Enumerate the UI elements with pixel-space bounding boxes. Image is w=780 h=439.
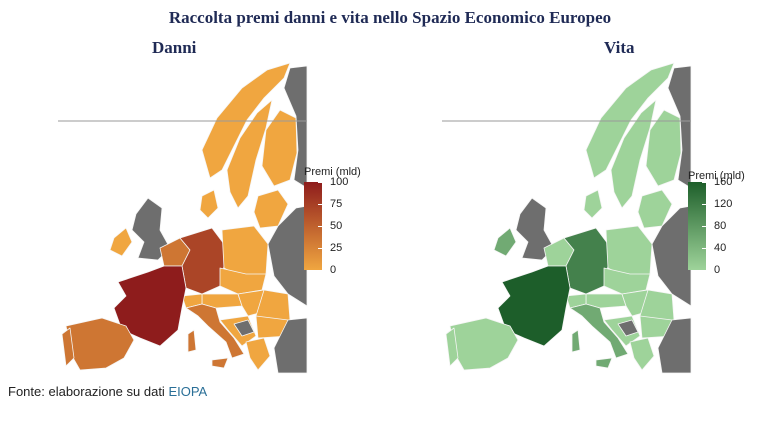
source-note: Fonte: elaborazione su dati EIOPA [8, 384, 207, 399]
danni-map [58, 62, 308, 374]
danni-country-sweden [226, 99, 273, 209]
danni-legend-tick-mark [318, 270, 322, 271]
danni-map-title: Danni [152, 38, 197, 57]
danni-legend-tick-mark [318, 182, 322, 183]
danni-legend-title: Premi (mld) [304, 166, 361, 178]
danni-legend-tick-mark [318, 204, 322, 205]
vita-legend-tick-label: 40 [714, 242, 727, 254]
chart-title: Raccolta premi danni e vita nello Spazio… [168, 8, 612, 27]
source-link-eiopa[interactable]: EIOPA [168, 384, 208, 399]
danni-legend-tick-mark [318, 226, 322, 227]
danni-country-portugal [61, 327, 75, 367]
vita-country-denmark [583, 189, 603, 219]
vita-country-sicily [595, 357, 613, 369]
vita-legend-tick-mark [702, 270, 706, 271]
vita-legend-tick-mark [702, 226, 706, 227]
vita-legend-tick-mark [702, 248, 706, 249]
vita-country-russia-north [667, 65, 692, 189]
danni-country-sardinia [187, 329, 197, 353]
vita-country-portugal [445, 327, 459, 367]
danni-map-panel: Premi (mld) 100 75 50 25 0 [52, 58, 392, 374]
vita-legend-tick-mark [702, 204, 706, 205]
vita-country-sweden [610, 99, 657, 209]
danni-legend-tick-mark [318, 248, 322, 249]
danni-country-denmark [199, 189, 219, 219]
vita-map-title: Vita [604, 38, 635, 57]
danni-country-russia-north [283, 65, 308, 189]
vita-country-finland [645, 109, 682, 187]
danni-country-italy [185, 303, 245, 359]
danni-legend-colorbar [304, 182, 322, 270]
vita-country-turkey-nd [657, 317, 692, 374]
vita-country-germany [563, 227, 609, 295]
source-prefix: Fonte: elaborazione su dati [8, 384, 169, 399]
vita-map [442, 62, 692, 374]
danni-country-germany [179, 227, 225, 295]
danni-country-balkans-nd [233, 319, 255, 337]
vita-legend-tick-label: 160 [714, 176, 733, 188]
danni-legend-tick-label: 50 [330, 220, 343, 232]
vita-country-france [497, 265, 571, 347]
vita-legend-tick-label: 80 [714, 220, 727, 232]
danni-country-turkey-nd [273, 317, 308, 374]
vita-country-ireland [493, 227, 517, 257]
danni-country-finland [261, 109, 298, 187]
vita-country-sardinia [571, 329, 581, 353]
vita-legend-tick-mark [702, 182, 706, 183]
vita-map-panel: Premi (mld) 160 120 80 40 0 [436, 58, 776, 374]
danni-country-iberia [65, 317, 135, 371]
vita-country-balkans-nd [617, 319, 639, 337]
danni-legend-tick-label: 100 [330, 176, 349, 188]
vita-country-iberia [449, 317, 519, 371]
vita-legend-title: Premi (mld) [688, 170, 745, 182]
vita-legend-colorbar [688, 182, 706, 270]
danni-country-sicily [211, 357, 229, 369]
danni-legend-tick-label: 25 [330, 242, 343, 254]
vita-country-greece [629, 337, 655, 371]
danni-country-greece [245, 337, 271, 371]
danni-country-ireland [109, 227, 133, 257]
vita-legend-tick-label: 0 [714, 264, 721, 276]
vita-legend-tick-label: 120 [714, 198, 733, 210]
vita-country-belarus-ukraine [651, 205, 692, 307]
danni-legend-tick-label: 0 [330, 264, 337, 276]
danni-legend-tick-label: 75 [330, 198, 343, 210]
danni-country-france [113, 265, 187, 347]
vita-country-italy [569, 303, 629, 359]
danni-country-belarus-ukraine [267, 205, 308, 307]
